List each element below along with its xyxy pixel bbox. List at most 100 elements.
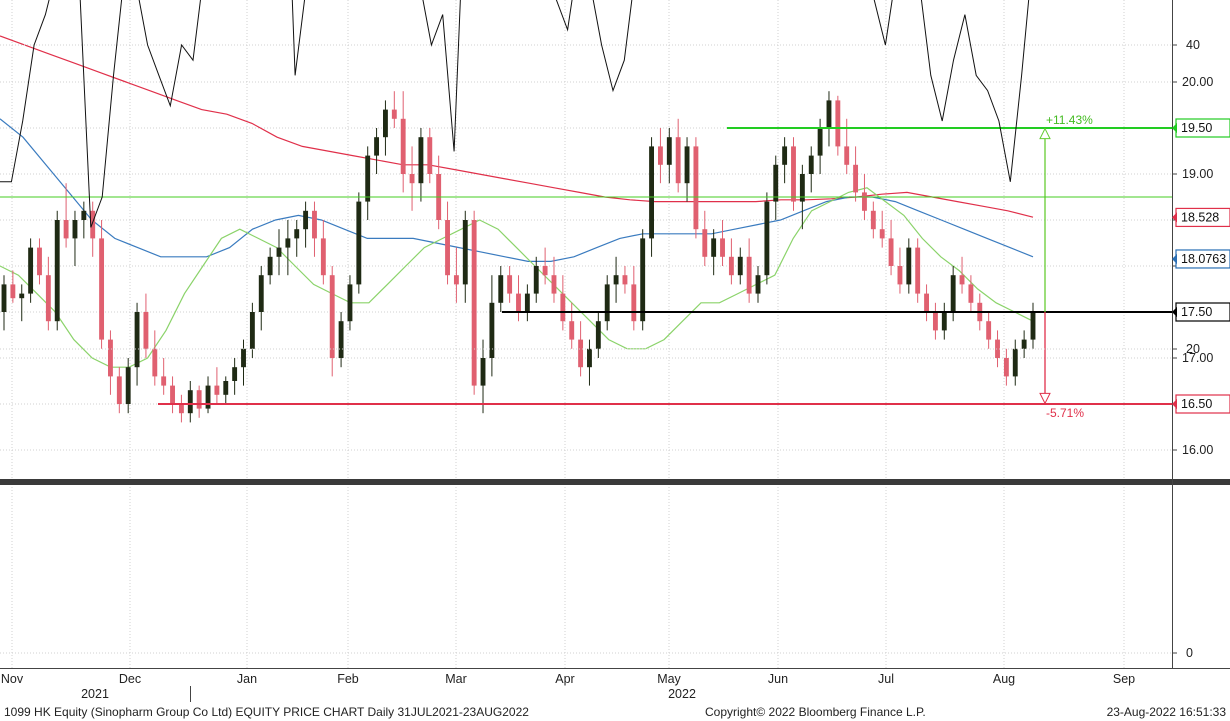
candle-body [232,367,238,381]
candle-body [427,137,433,174]
level-tag-arrow [1172,307,1177,317]
candle-body [755,275,761,294]
candle-body [320,238,326,276]
candle-body [888,238,894,266]
footer: 1099 HK Equity (Sinopharm Group Co Ltd) … [0,703,1230,721]
candle-body [312,210,317,239]
candle-body [10,284,16,299]
candle-body [480,358,486,386]
candle-body [418,137,424,184]
x-axis: Nov Dec Jan Feb Mar Apr May Jun Jul Aug Sep 2021 202… [0,668,1230,702]
rsi-panel: 02040608010046.3515 [0,0,1200,668]
candle-body [498,275,504,303]
candle-body [81,210,87,220]
candle-body [187,390,193,414]
candle-body [604,284,610,322]
ma-last-tag-label: 18.0763 [1181,252,1226,266]
candle-body [835,100,841,147]
x-month-label: Nov [1,672,24,686]
candle-body [116,376,122,404]
x-month-label: Jul [878,672,894,686]
candle-body [400,118,406,174]
panel-separator [0,479,1230,485]
x-month-label: Apr [555,672,574,686]
candle-body [152,348,158,377]
down-arrow-head [1039,392,1051,405]
ma-last-tag-arrow [1172,212,1177,223]
candle-body [702,229,708,257]
candle-body [507,275,513,294]
candle-body [276,247,282,257]
candle-body [870,210,876,230]
candle-body [161,376,167,386]
candle-body [915,247,921,294]
candle-body [54,220,60,322]
candle-body [817,128,823,156]
candle-body [613,275,619,285]
candle-body [90,210,96,239]
price-panel: 16.00 17.00 19.00 20.00 19.50 17.50 16.50 18.52… [0,0,1230,668]
down-pct-label: -5.71% [1046,406,1084,420]
candle-body [808,155,814,174]
x-month-label: Sep [1113,672,1135,686]
candle-body [560,293,566,322]
level-tag-arrow [1172,123,1177,133]
candle-body [196,390,202,409]
candle-body [285,238,291,248]
candle-body [746,256,752,294]
up-arrow-head [1039,127,1051,140]
candle-body [471,220,477,386]
ma-last-tag-arrow [1172,253,1177,264]
rsi-tick-label: 40 [1186,38,1200,52]
ma-short-line [0,187,1034,368]
candle-body [684,146,690,184]
candle-body [205,385,211,409]
candle-body [578,339,584,368]
x-month-label: May [657,672,681,686]
candle-body [844,146,850,165]
up-pct-label: +11.43% [1046,113,1093,127]
candle-body [453,275,459,285]
price-tick-label: 20.00 [1182,75,1213,89]
candle-body [329,275,335,358]
x-year-label: 2022 [668,687,696,701]
candle-body [657,146,663,165]
candle-body [19,293,25,299]
candle-body [862,192,867,211]
candle-body [409,174,415,184]
price-plot-area [0,0,1172,478]
candle-body [675,137,681,184]
level-tag-label: 19.50 [1181,121,1212,135]
candle-body [383,109,388,138]
candle-body [178,404,184,414]
candle-body [924,293,929,312]
footer-timestamp: 23-Aug-2022 16:51:33 [1106,705,1226,719]
candle-body [1012,348,1018,377]
candle-body [826,100,832,128]
candle-body [391,109,397,119]
ma-last-tag-label: 18.528 [1181,210,1219,224]
rsi-plot-area [0,487,1172,668]
candle-body [782,146,788,165]
candle-body [595,321,601,349]
candle-body [533,266,539,294]
candle-body [214,385,220,395]
candle-body [338,321,344,358]
candle-body [728,256,734,276]
candle-body [853,164,859,193]
candle-body [542,266,548,276]
candle-body [897,266,903,285]
candle-body [569,321,575,340]
candle-body [693,146,699,230]
candle-body [666,137,672,165]
candle-body [737,256,743,276]
x-month-label: Dec [119,672,141,686]
candle-body [711,238,717,257]
candle-body [125,367,131,404]
candle-body [986,321,992,340]
x-year-label: 2021 [81,687,109,701]
candle-body [622,275,628,285]
candle-body [764,201,770,276]
level-tag-arrow [1172,399,1177,409]
candle-body [108,339,113,377]
